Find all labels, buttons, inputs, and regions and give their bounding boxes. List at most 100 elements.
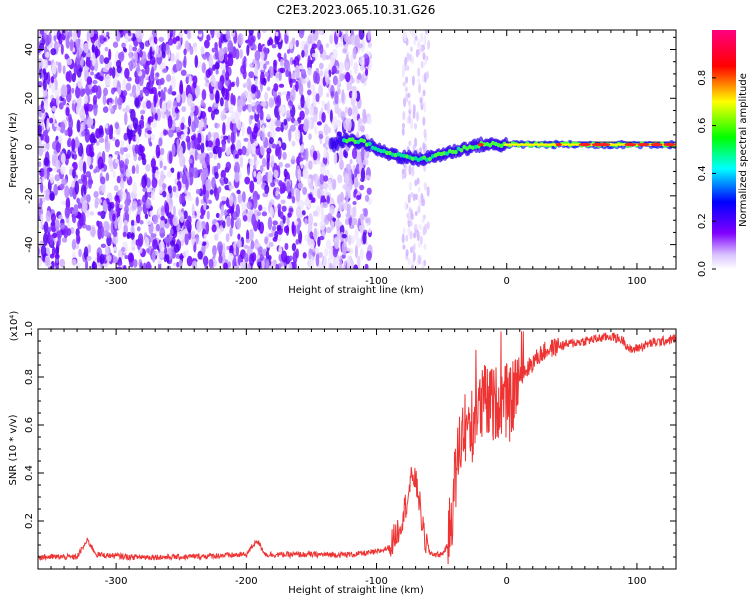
noise-blob <box>200 198 204 205</box>
noise-blob <box>241 197 247 212</box>
noise-blob <box>117 189 121 196</box>
noise-blob-secondary <box>411 75 415 86</box>
noise-blob <box>340 191 344 203</box>
noise-blob <box>104 122 109 129</box>
noise-blob <box>203 255 208 269</box>
noise-blob <box>52 232 58 239</box>
noise-blob <box>71 238 77 251</box>
noise-blob <box>180 122 185 131</box>
noise-blob <box>279 58 284 67</box>
noise-blob-secondary <box>407 193 411 204</box>
noise-blob <box>154 250 159 256</box>
y-tick-label: 20 <box>24 92 35 105</box>
noise-blob-secondary <box>416 230 420 242</box>
noise-blob <box>322 201 329 209</box>
noise-blob <box>256 211 262 217</box>
noise-blob <box>58 102 64 110</box>
noise-blob <box>327 79 331 84</box>
noise-blob <box>124 153 131 159</box>
noise-blob-secondary <box>401 122 405 129</box>
noise-blob <box>45 51 50 58</box>
noise-blob <box>49 234 54 246</box>
noise-blob <box>151 133 156 141</box>
noise-blob <box>267 39 271 47</box>
noise-blob-secondary <box>402 244 406 250</box>
noise-blob <box>283 118 288 126</box>
noise-blob <box>123 264 127 269</box>
noise-blob <box>302 186 308 196</box>
noise-blob <box>156 53 162 58</box>
noise-blob <box>128 123 133 130</box>
noise-blob <box>325 226 332 234</box>
noise-blob <box>297 168 302 183</box>
noise-blob <box>130 232 135 240</box>
noise-blob <box>248 71 255 79</box>
noise-blob <box>99 54 105 65</box>
colorbar-ticks: 0.0 0.2 0.4 0.6 0.8 <box>697 70 716 277</box>
noise-blob <box>244 176 251 185</box>
noise-blob-secondary <box>404 56 408 67</box>
noise-blob <box>185 219 191 228</box>
noise-blob <box>64 185 70 199</box>
noise-blob <box>279 211 284 220</box>
noise-blob <box>206 210 210 220</box>
noise-blob <box>307 213 314 227</box>
noise-blob <box>92 79 98 85</box>
noise-blob <box>166 170 172 178</box>
noise-blob <box>345 30 349 34</box>
noise-blob <box>152 105 157 115</box>
noise-blob <box>290 158 296 165</box>
noise-blob <box>43 166 48 180</box>
noise-blob <box>211 47 216 53</box>
noise-blob <box>124 158 130 166</box>
noise-blob <box>363 207 368 217</box>
noise-blob <box>80 211 86 226</box>
noise-blob-secondary <box>422 142 426 151</box>
y-tick-label: 0.6 <box>24 417 35 433</box>
noise-blob <box>159 160 163 169</box>
noise-blob <box>367 42 372 48</box>
noise-blob-secondary <box>419 97 423 104</box>
noise-blob <box>216 162 221 170</box>
signal-peak <box>555 143 562 147</box>
noise-blob <box>209 189 214 195</box>
noise-blob <box>298 123 305 133</box>
noise-blob-secondary <box>415 111 419 122</box>
x-tick-label: 100 <box>627 276 646 287</box>
noise-blob <box>318 70 324 77</box>
noise-blob <box>261 211 268 217</box>
noise-blob <box>246 211 252 223</box>
noise-blob-secondary <box>414 210 418 216</box>
noise-blob <box>142 262 147 269</box>
noise-blob <box>144 63 150 76</box>
noise-blob <box>221 195 227 202</box>
noise-blob <box>312 86 316 98</box>
noise-blob <box>79 67 83 73</box>
noise-blob <box>54 122 59 127</box>
noise-blob <box>334 257 340 269</box>
noise-blob-secondary <box>401 63 405 75</box>
signal-peak <box>624 143 637 147</box>
noise-blob <box>275 126 282 132</box>
noise-blob <box>175 59 180 72</box>
noise-blob <box>321 112 326 123</box>
noise-blob <box>319 30 323 36</box>
noise-blob <box>249 180 255 193</box>
noise-blob <box>325 239 332 250</box>
noise-blob <box>353 264 359 269</box>
noise-blob <box>217 186 222 193</box>
noise-blob <box>154 76 159 81</box>
noise-blob <box>234 153 239 159</box>
noise-blob <box>240 261 246 269</box>
noise-blob <box>60 166 66 175</box>
noise-blob <box>130 219 135 227</box>
noise-blob <box>341 241 348 256</box>
noise-blob <box>160 89 164 101</box>
noise-blob <box>340 73 345 81</box>
noise-blob <box>338 259 343 269</box>
noise-blob <box>350 54 354 67</box>
noise-blob <box>314 247 320 254</box>
noise-blob <box>291 155 295 161</box>
noise-blob-secondary <box>410 192 414 198</box>
noise-blob <box>100 210 106 220</box>
